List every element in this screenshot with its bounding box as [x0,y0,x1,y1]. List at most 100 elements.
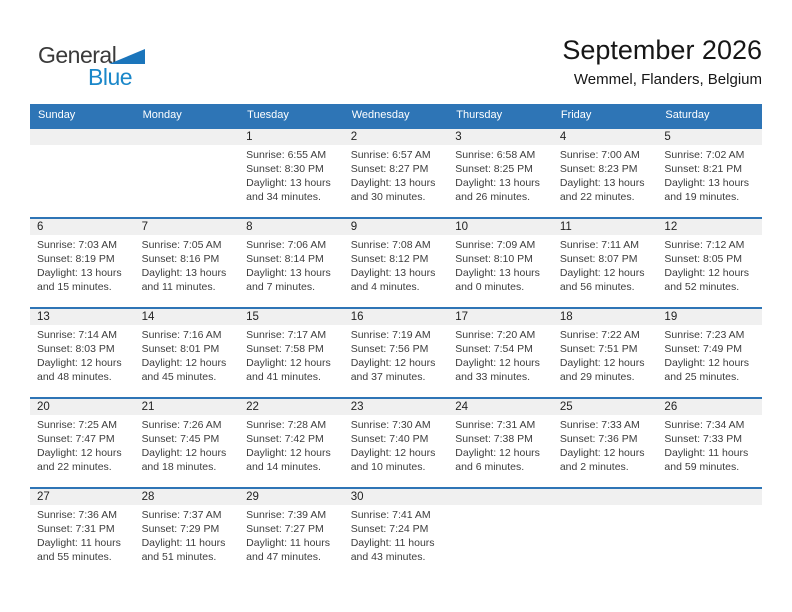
sunset-text: Sunset: 7:27 PM [246,523,324,535]
sunrise-text: Sunrise: 7:23 AM [664,329,745,341]
daylight-text: Daylight: 13 hours and 15 minutes. [37,267,122,293]
sunrise-text: Sunrise: 7:02 AM [664,149,745,161]
day-number: 15 [246,311,259,323]
day-number: 16 [350,311,364,323]
sunrise-text: Sunrise: 7:14 AM [37,329,117,341]
sunrise-text: Sunrise: 7:00 AM [559,149,640,161]
daylight-text: Daylight: 12 hours and 56 minutes. [559,267,645,293]
sunrise-text: Sunrise: 7:31 AM [455,419,536,431]
sunset-text: Sunset: 7:38 PM [455,433,533,445]
day-number: 8 [246,221,253,233]
sunrise-text: Sunrise: 7:19 AM [350,329,431,341]
sunrise-text: Sunrise: 7:25 AM [37,419,117,431]
sunset-text: Sunset: 7:47 PM [37,433,115,445]
day-cell: Sunrise: 7:12 AM Sunset: 8:05 PM Daylight:… [657,235,762,307]
empty-day-number [30,129,135,145]
day-number: 3 [455,131,462,143]
day-number: 21 [141,401,155,413]
daylight-text: Daylight: 12 hours and 25 minutes. [664,357,750,383]
daylight-text: Daylight: 11 hours and 55 minutes. [37,537,121,563]
day-number-band: 20 21 22 23 24 25 26 [30,399,762,415]
weekday-header-monday: Monday [142,109,182,121]
daylight-text: Daylight: 13 hours and 22 minutes. [559,177,645,203]
day-number: 1 [246,131,253,143]
day-details-row: Sunrise: 6:55 AM Sunset: 8:30 PM Daylight:… [30,145,762,217]
daylight-text: Daylight: 11 hours and 43 minutes. [350,537,435,563]
sunrise-text: Sunrise: 7:09 AM [455,239,536,251]
sunrise-text: Sunrise: 7:20 AM [455,329,536,341]
day-cell: Sunrise: 7:28 AM Sunset: 7:42 PM Daylight:… [239,415,344,487]
day-number: 13 [37,311,50,323]
daylight-text: Daylight: 13 hours and 34 minutes. [246,177,331,203]
empty-day-cell [30,145,135,217]
day-number: 4 [559,131,567,143]
day-cell: Sunrise: 7:41 AM Sunset: 7:24 PM Daylight:… [344,505,449,577]
sunset-text: Sunset: 8:12 PM [350,253,429,265]
sunrise-text: Sunrise: 7:36 AM [37,509,117,521]
sunset-text: Sunset: 8:03 PM [37,343,115,355]
sunset-text: Sunset: 7:40 PM [350,433,429,445]
sunrise-text: Sunrise: 7:28 AM [246,419,327,431]
sunset-text: Sunset: 8:01 PM [141,343,220,355]
sunset-text: Sunset: 8:30 PM [246,163,324,175]
day-cell: Sunrise: 7:22 AM Sunset: 7:51 PM Daylight:… [553,325,658,397]
sunrise-text: Sunrise: 7:03 AM [37,239,117,251]
day-cell: Sunrise: 7:08 AM Sunset: 8:12 PM Daylight:… [344,235,449,307]
day-cell: Sunrise: 7:34 AM Sunset: 7:33 PM Daylight:… [657,415,762,487]
sunrise-text: Sunrise: 7:17 AM [246,329,327,341]
sunrise-text: Sunrise: 7:30 AM [350,419,431,431]
day-cell: Sunrise: 7:16 AM Sunset: 8:01 PM Daylight:… [135,325,240,397]
daylight-text: Daylight: 12 hours and 10 minutes. [350,447,436,473]
sunset-text: Sunset: 7:24 PM [350,523,429,535]
day-number: 28 [141,491,155,503]
day-number: 17 [455,311,469,323]
sunset-text: Sunset: 8:07 PM [559,253,638,265]
day-details-row: Sunrise: 7:14 AM Sunset: 8:03 PM Daylight:… [30,325,762,397]
weekday-header-thursday: Thursday [456,109,503,121]
daylight-text: Daylight: 12 hours and 2 minutes. [559,447,645,473]
weekday-header-wednesday: Wednesday [351,109,410,121]
sunset-text: Sunset: 7:49 PM [664,343,743,355]
day-cell: Sunrise: 7:33 AM Sunset: 7:36 PM Daylight:… [553,415,658,487]
day-number: 12 [664,221,678,233]
day-number: 9 [350,221,358,233]
sunset-text: Sunset: 8:16 PM [141,253,220,265]
day-number: 18 [559,311,573,323]
calendar-table: Sunday Monday Tuesday Wednesday Thursday Frid… [30,104,762,577]
day-number-band: 27 28 29 30 [30,489,762,505]
sunset-text: Sunset: 7:45 PM [141,433,220,445]
page-title: September 2026 [562,35,762,65]
sunrise-text: Sunrise: 7:06 AM [246,239,327,251]
day-number: 5 [664,131,671,143]
day-cell: Sunrise: 7:11 AM Sunset: 8:07 PM Daylight:… [553,235,658,307]
day-cell: Sunrise: 7:05 AM Sunset: 8:16 PM Daylight:… [135,235,240,307]
day-cell: Sunrise: 7:25 AM Sunset: 7:47 PM Daylight:… [30,415,135,487]
day-number-band: 13 14 15 16 17 18 19 [30,309,762,325]
day-cell: Sunrise: 6:55 AM Sunset: 8:30 PM Daylight:… [239,145,344,217]
sunrise-text: Sunrise: 7:34 AM [664,419,745,431]
daylight-text: Daylight: 13 hours and 4 minutes. [350,267,436,293]
day-details-row: Sunrise: 7:25 AM Sunset: 7:47 PM Daylight:… [30,415,762,487]
sunset-text: Sunset: 7:54 PM [455,343,533,355]
sunrise-text: Sunrise: 6:58 AM [455,149,536,161]
logo-text-blue: Blue [88,64,133,90]
sunrise-text: Sunrise: 7:37 AM [141,509,222,521]
sunrise-text: Sunrise: 7:05 AM [141,239,222,251]
sunset-text: Sunset: 7:29 PM [141,523,220,535]
day-cell: Sunrise: 7:09 AM Sunset: 8:10 PM Daylight:… [448,235,553,307]
empty-day-cell [553,505,658,577]
daylight-text: Daylight: 13 hours and 30 minutes. [350,177,436,203]
day-number: 7 [141,221,148,233]
day-number: 10 [455,221,469,233]
week-row: 6 7 8 9 10 11 12 Sunrise: 7:03 AM Sunset: 8:19 P… [30,217,762,307]
sunset-text: Sunset: 7:51 PM [559,343,638,355]
day-cell: Sunrise: 7:03 AM Sunset: 8:19 PM Daylight:… [30,235,135,307]
daylight-text: Daylight: 12 hours and 45 minutes. [141,357,227,383]
sunrise-text: Sunrise: 7:12 AM [664,239,745,251]
empty-day-number [448,489,553,505]
sunrise-text: Sunrise: 7:16 AM [141,329,222,341]
daylight-text: Daylight: 12 hours and 29 minutes. [559,357,645,383]
day-cell: Sunrise: 7:31 AM Sunset: 7:38 PM Daylight:… [448,415,553,487]
day-number-band: 1 2 3 4 5 [30,129,762,145]
sunrise-text: Sunrise: 7:11 AM [559,239,640,251]
